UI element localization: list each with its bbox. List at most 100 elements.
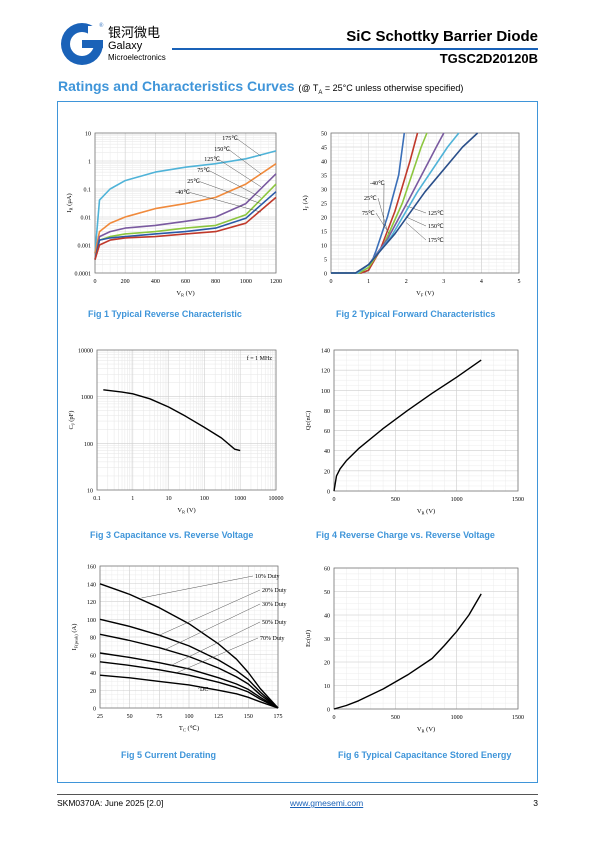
fig4-x-tick-label: 500 [391, 497, 400, 503]
fig5-caption: Fig 5 Current Derating [121, 750, 217, 760]
fig3-x-tick-label: 1 [131, 496, 134, 502]
fig2-y-tick-label: 20 [321, 216, 327, 222]
fig5-y-tick-label: 80 [90, 636, 96, 642]
fig5-x-tick-label: 75 [156, 714, 162, 720]
fig4-y-tick-label: 140 [321, 349, 330, 355]
fig3-y-tick-label: 1000 [81, 395, 93, 401]
fig2-plot-border [330, 132, 520, 274]
fig3-y-tick-label: 10 [87, 489, 93, 495]
fig2-series-label: 150℃ [428, 224, 444, 230]
fig6-x-axis-label: VR (V) [417, 726, 435, 734]
footer-rule [57, 794, 538, 795]
svg-text:®: ® [99, 22, 104, 29]
fig5-series-label: 50% Duty [262, 620, 287, 626]
fig4-y-tick-label: 100 [321, 389, 330, 395]
fig4-y-tick-label: 60 [324, 429, 330, 435]
fig4-y-axis-label: Qc(nC) [305, 411, 312, 431]
fig5-leader-line [159, 589, 261, 636]
fig2-y-tick-label: 25 [321, 202, 327, 208]
fig5-leader-line [141, 575, 254, 599]
page-number: 3 [533, 798, 538, 808]
fig5-y-axis-label: IF(peak) (A) [71, 624, 79, 651]
fig2-series-label: 75℃ [362, 211, 375, 217]
fig2-caption: Fig 2 Typical Forward Characteristics [336, 309, 496, 319]
fig3-plot-border [96, 349, 277, 491]
fig2-leader-line [406, 216, 427, 227]
fig5-series-line-5 [99, 674, 279, 709]
fig5-x-axis-label: TC (℃) [179, 725, 199, 733]
fig1-y-tick-label: 0.1 [84, 188, 92, 194]
fig1-series-label: 150℃ [214, 147, 230, 153]
fig5-series-label: DC [200, 687, 208, 693]
fig3-series-line-0 [103, 389, 241, 452]
fig2-y-tick-label: 10 [321, 244, 327, 250]
fig1-leader-line [235, 137, 262, 157]
fig4-series-line-0 [333, 359, 482, 492]
fig4-x-tick-label: 0 [333, 497, 336, 503]
fig3-caption: Fig 3 Capacitance vs. Reverse Voltage [90, 530, 254, 540]
fig1-leader-line [197, 180, 262, 204]
part-number: TGSC2D20120B [439, 51, 538, 66]
fig5-y-tick-label: 160 [87, 565, 96, 571]
fig2-y-tick-label: 50 [321, 132, 327, 138]
fig2-x-tick-label: 1 [367, 279, 370, 285]
fig3-x-axis-label: VR (V) [177, 507, 195, 515]
condition-subscript: A [318, 89, 323, 96]
fig6-y-tick-label: 60 [324, 567, 330, 573]
fig1-series-line-5 [94, 196, 277, 260]
fig6-y-tick-label: 40 [324, 614, 330, 620]
fig5-y-tick-label: 20 [90, 689, 96, 695]
fig1-series-label: 175℃ [222, 136, 238, 142]
fig2-series-line-4 [331, 132, 460, 274]
fig4-chart: 0 20 40 60 80 100 120 140 0 500 1000 1500 VR (V) Qc(n… [298, 342, 528, 522]
document-code: SKM0370A: June 2025 [2.0] [57, 798, 164, 808]
fig2-y-tick-label: 40 [321, 160, 327, 166]
website-link[interactable]: www.gmesemi.com [290, 798, 364, 808]
fig1-grid [94, 132, 277, 274]
fig1-y-tick-label: 10 [85, 132, 91, 138]
fig5-x-tick-label: 125 [214, 714, 223, 720]
fig5-series-line-0 [99, 583, 279, 709]
fig1-series-label: 125℃ [204, 157, 220, 163]
fig6-x-tick-label: 500 [391, 715, 400, 721]
fig5-series-line-4 [99, 661, 279, 709]
fig2-y-tick-label: 15 [321, 230, 327, 236]
fig6-svg: 0 10 20 30 40 50 60 0 500 1000 1500 VR (V) Ec(uJ) [305, 567, 524, 734]
fig6-caption: Fig 6 Typical Capacitance Stored Energy [338, 750, 512, 760]
document-title: SiC Schottky Barrier Diode [346, 28, 538, 45]
fig4-x-tick-label: 1000 [451, 497, 463, 503]
fig4-plot-border [333, 349, 519, 492]
fig4-caption: Fig 4 Reverse Charge vs. Reverse Voltage [316, 530, 495, 540]
condition-prefix: (@ T [298, 83, 319, 93]
fig2-y-axis-label: IF (A) [302, 195, 310, 210]
fig5-series-label: 30% Duty [262, 602, 287, 608]
fig2-x-tick-label: 5 [518, 279, 521, 285]
fig6-y-axis-label: Ec(uJ) [305, 630, 312, 647]
fig2-series-label: -40℃ [370, 181, 385, 187]
brand-subtitle: Microelectronics [108, 53, 166, 62]
fig4-y-tick-label: 20 [324, 469, 330, 475]
header-rule [172, 48, 538, 50]
fig1-y-tick-label: 0.01 [81, 216, 92, 222]
fig2-series-label: 125℃ [428, 211, 444, 217]
fig2-x-tick-label: 3 [442, 279, 445, 285]
fig2-series-label: 25℃ [364, 196, 377, 202]
fig2-grid [330, 132, 520, 274]
fig3-y-axis-label: CJ (pF) [68, 411, 76, 430]
fig5-x-tick-label: 150 [244, 714, 253, 720]
fig5-y-tick-label: 120 [87, 600, 96, 606]
fig1-y-tick-label: 1 [88, 160, 91, 166]
fig5-series-label: 70% Duty [260, 636, 285, 642]
fig4-grid [333, 349, 519, 492]
brand-name: Galaxy [108, 40, 143, 52]
fig2-chart: 0 5 10 15 20 25 30 35 40 45 50 0 1 2 3 4 5 -40℃ 25℃ 75℃ 125℃… [298, 125, 528, 300]
fig1-x-tick-label: 400 [151, 279, 160, 285]
fig1-series-line-2 [94, 173, 277, 260]
fig3-svg: 10 100 1000 10000 0.1 1 10 100 1000 10000 f = 1 MH… [68, 349, 284, 515]
fig5-series-label: 10% Duty [255, 574, 280, 580]
fig3-x-tick-label: 0.1 [93, 496, 101, 502]
fig1-chart: 0.0001 0.001 0.01 0.1 1 10 0 200 400 600 800 1000 12… [60, 125, 290, 300]
fig3-y-tick-label: 10000 [78, 349, 93, 355]
fig4-svg: 0 20 40 60 80 100 120 140 0 500 1000 1500 VR (V) Qc(n… [305, 349, 524, 516]
